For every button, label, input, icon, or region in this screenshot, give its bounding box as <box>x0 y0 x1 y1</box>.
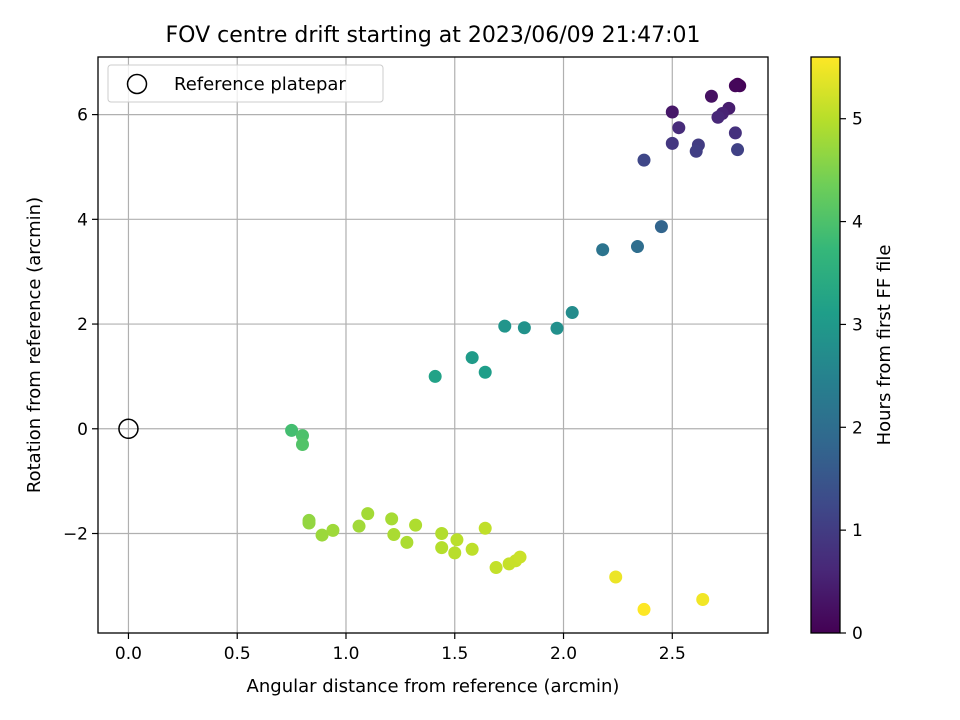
legend-box <box>107 64 384 103</box>
data-point <box>450 533 464 547</box>
data-point <box>689 144 703 158</box>
data-point <box>550 321 564 335</box>
y-tick-label: 4 <box>77 210 88 230</box>
colorbar-gradient <box>810 56 841 634</box>
x-tick-label: 1.0 <box>332 644 359 664</box>
data-point <box>326 523 340 537</box>
data-point <box>435 541 449 555</box>
axis-ticks: 0.0 0.5 1.0 1.5 2.0 2.5 −2 0 2 4 6 <box>63 106 686 664</box>
data-point <box>489 561 503 575</box>
data-point <box>352 519 366 533</box>
data-point <box>565 306 579 320</box>
data-point <box>409 518 423 532</box>
y-tick-label: 0 <box>77 420 88 440</box>
data-point <box>465 351 479 365</box>
data-point <box>637 602 651 616</box>
data-point <box>665 136 679 150</box>
colorbar: 0 1 2 3 4 5 Hours from first FF file <box>810 56 895 644</box>
plot-frame <box>97 56 769 634</box>
data-point <box>609 570 623 584</box>
colorbar-tick-label: 2 <box>852 418 863 438</box>
data-point <box>665 105 679 119</box>
y-tick-label: 2 <box>77 315 88 335</box>
x-tick-label: 2.5 <box>659 644 686 664</box>
data-point <box>478 521 492 535</box>
colorbar-tick-label: 5 <box>852 110 863 130</box>
data-point <box>731 143 745 157</box>
reference-point-marker <box>118 418 139 440</box>
data-point <box>385 512 399 526</box>
colorbar-label: Hours from first FF file <box>874 245 895 446</box>
data-point <box>696 592 710 606</box>
grid-lines <box>98 57 768 633</box>
data-point <box>465 542 479 556</box>
legend-entry-reference: Reference platepar <box>174 74 346 95</box>
colorbar-tick-label: 0 <box>852 624 863 644</box>
data-point <box>400 535 414 549</box>
data-point <box>302 516 316 530</box>
data-points <box>118 77 747 616</box>
data-point <box>435 527 449 541</box>
data-point <box>498 319 512 333</box>
x-axis-label: Angular distance from reference (arcmin) <box>247 676 620 697</box>
data-point <box>728 79 742 93</box>
data-point <box>630 240 644 254</box>
data-point <box>711 110 725 124</box>
data-point <box>448 546 462 560</box>
y-axis-label: Rotation from reference (arcmin) <box>24 197 45 493</box>
data-point <box>478 365 492 379</box>
data-point <box>285 423 299 437</box>
data-point <box>387 528 401 542</box>
colorbar-ticks: 0 1 2 3 4 5 <box>840 110 863 644</box>
data-point <box>361 507 375 521</box>
x-tick-label: 0.5 <box>224 644 251 664</box>
data-point <box>654 220 668 234</box>
y-tick-label: 6 <box>77 106 88 126</box>
legend-marker-circle <box>126 73 148 95</box>
data-point <box>295 437 309 451</box>
chart-title: FOV centre drift starting at 2023/06/09 … <box>166 23 701 48</box>
data-point <box>517 321 531 335</box>
y-tick-label: −2 <box>63 525 88 545</box>
data-point <box>637 153 651 167</box>
x-tick-label: 2.0 <box>550 644 577 664</box>
data-point <box>728 126 742 140</box>
colorbar-tick-label: 3 <box>852 315 863 335</box>
data-point <box>295 429 309 443</box>
colorbar-tick-label: 1 <box>852 521 863 541</box>
data-point <box>513 550 527 564</box>
data-point <box>428 369 442 383</box>
x-tick-label: 0.0 <box>115 644 142 664</box>
data-point <box>672 121 686 135</box>
data-point <box>596 243 610 257</box>
data-point <box>315 528 329 542</box>
x-tick-label: 1.5 <box>441 644 468 664</box>
legend: Reference platepar <box>107 64 384 103</box>
colorbar-tick-label: 4 <box>852 213 863 233</box>
data-point <box>704 89 718 103</box>
